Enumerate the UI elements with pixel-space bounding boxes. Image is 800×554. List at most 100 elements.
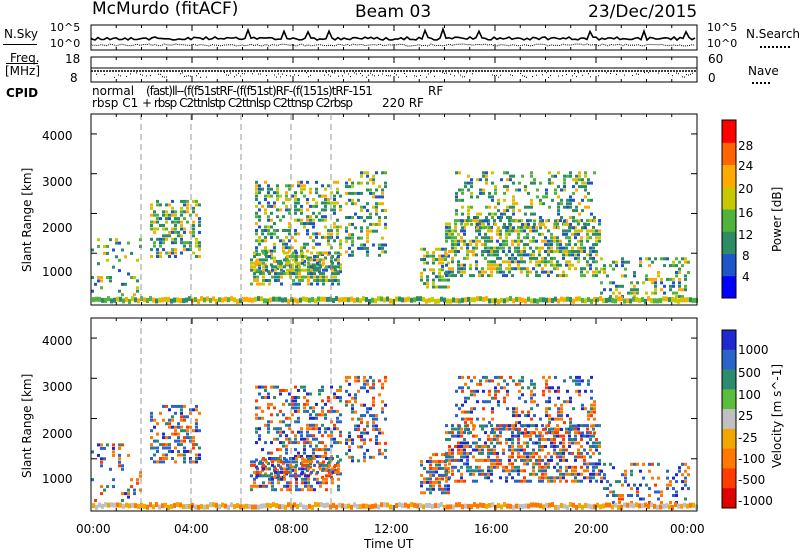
data-cell bbox=[527, 386, 530, 390]
data-cell bbox=[327, 427, 330, 431]
data-cell bbox=[301, 470, 304, 474]
data-cell bbox=[297, 402, 300, 406]
data-cell bbox=[595, 441, 598, 445]
data-cell bbox=[455, 389, 458, 393]
data-cell bbox=[654, 291, 657, 295]
ground-scatter-cell bbox=[455, 502, 458, 508]
data-cell bbox=[595, 274, 598, 278]
ground-scatter-cell bbox=[446, 504, 449, 510]
data-cell bbox=[529, 225, 532, 229]
nave-dot bbox=[240, 75, 241, 77]
data-cell bbox=[506, 209, 509, 213]
data-cell bbox=[261, 462, 264, 465]
data-cell bbox=[526, 274, 529, 278]
data-cell bbox=[505, 465, 508, 469]
data-cell bbox=[279, 392, 282, 396]
data-cell bbox=[333, 465, 336, 469]
data-cell bbox=[476, 195, 479, 199]
ground-scatter-cell bbox=[242, 296, 245, 302]
data-cell bbox=[109, 279, 112, 283]
data-cell bbox=[259, 282, 262, 286]
data-cell bbox=[502, 260, 505, 264]
data-cell bbox=[553, 441, 556, 445]
data-cell bbox=[526, 445, 529, 448]
data-cell bbox=[444, 491, 447, 495]
data-cell bbox=[168, 203, 171, 207]
data-cell bbox=[177, 450, 180, 453]
data-cell bbox=[464, 421, 467, 425]
data-cell bbox=[447, 278, 450, 282]
data-cell bbox=[533, 178, 536, 182]
data-cell bbox=[384, 171, 387, 175]
ground-scatter-cell bbox=[146, 504, 149, 510]
ground-scatter-cell bbox=[530, 502, 533, 508]
data-cell bbox=[279, 427, 282, 431]
data-cell bbox=[538, 232, 541, 236]
data-cell bbox=[566, 174, 569, 178]
data-cell bbox=[589, 462, 592, 466]
data-cell bbox=[517, 472, 520, 476]
data-cell bbox=[526, 434, 529, 438]
data-cell bbox=[333, 222, 336, 226]
nave-dot bbox=[252, 73, 253, 75]
data-cell bbox=[445, 274, 448, 278]
ground-scatter-cell bbox=[188, 503, 191, 509]
data-cell bbox=[592, 441, 595, 445]
data-cell bbox=[448, 250, 451, 253]
data-cell bbox=[318, 455, 321, 458]
data-cell bbox=[499, 458, 502, 462]
data-cell bbox=[482, 222, 485, 226]
data-cell bbox=[384, 417, 387, 421]
data-cell bbox=[494, 191, 497, 195]
data-cell bbox=[423, 467, 426, 470]
data-cell bbox=[438, 268, 441, 272]
data-cell bbox=[150, 224, 153, 227]
data-cell bbox=[675, 490, 678, 494]
data-cell bbox=[177, 453, 180, 457]
ground-scatter-cell bbox=[509, 296, 512, 302]
data-cell bbox=[545, 195, 548, 199]
data-cell bbox=[583, 458, 586, 462]
data-cell bbox=[493, 445, 496, 448]
data-cell bbox=[568, 263, 571, 267]
data-cell bbox=[499, 243, 502, 247]
data-cell bbox=[503, 386, 506, 390]
data-cell bbox=[381, 195, 384, 199]
data-cell bbox=[518, 181, 521, 185]
data-cell bbox=[309, 187, 312, 191]
data-cell bbox=[586, 219, 589, 223]
data-cell bbox=[339, 194, 342, 198]
data-cell bbox=[547, 219, 550, 223]
data-cell bbox=[165, 422, 168, 426]
nave-dot bbox=[572, 75, 573, 77]
ground-scatter-cell bbox=[665, 503, 668, 509]
data-cell bbox=[657, 490, 660, 494]
data-cell bbox=[476, 222, 479, 226]
data-cell bbox=[514, 458, 517, 462]
data-cell bbox=[253, 268, 256, 272]
ground-scatter-cell bbox=[626, 502, 629, 508]
data-cell bbox=[264, 211, 267, 215]
data-cell bbox=[627, 291, 630, 295]
data-cell bbox=[518, 428, 521, 431]
ground-scatter-cell bbox=[131, 296, 134, 302]
data-cell bbox=[271, 477, 274, 481]
data-cell bbox=[487, 274, 490, 278]
data-cell bbox=[577, 246, 580, 250]
data-cell bbox=[261, 448, 264, 452]
ground-scatter-cell bbox=[293, 297, 296, 303]
data-cell bbox=[529, 479, 532, 483]
data-cell bbox=[378, 216, 381, 219]
data-cell bbox=[541, 246, 544, 250]
data-cell bbox=[511, 441, 514, 445]
data-cell bbox=[255, 222, 258, 226]
data-cell bbox=[267, 229, 270, 232]
data-cell bbox=[592, 472, 595, 476]
data-cell bbox=[286, 272, 289, 276]
data-cell bbox=[264, 263, 267, 267]
data-cell bbox=[520, 219, 523, 223]
data-cell bbox=[195, 418, 198, 422]
ground-scatter-cell bbox=[278, 504, 281, 510]
data-cell bbox=[288, 392, 291, 396]
ground-scatter-cell bbox=[281, 297, 284, 303]
